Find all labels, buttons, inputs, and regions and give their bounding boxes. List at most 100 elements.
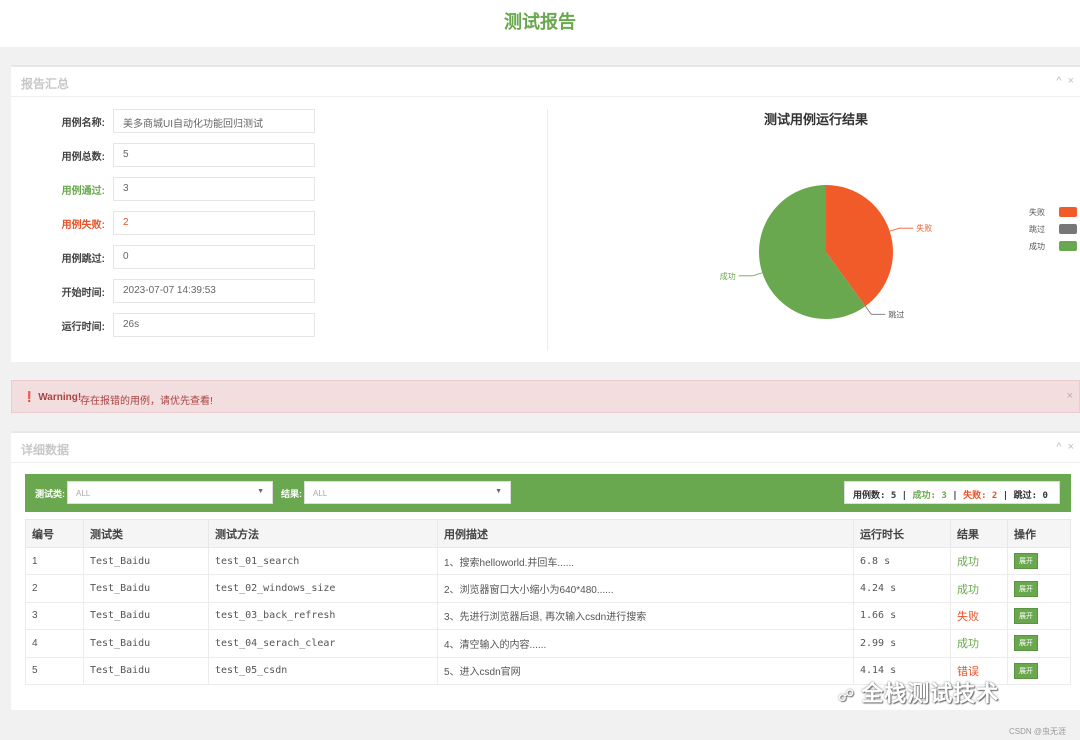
table-row: 1 Test_Baidu test_01_search 1、搜索helloworld.… xyxy=(25,546,1071,576)
cell-action: 展开 xyxy=(1007,656,1071,685)
field-label: 运行时间: xyxy=(61,322,105,333)
cell-action: 展开 xyxy=(1007,546,1071,576)
field-value: 2 xyxy=(113,211,315,235)
field-run-time: 运行时间: 26s xyxy=(11,313,331,337)
legend-item[interactable]: 失败 xyxy=(1029,207,1077,218)
details-panel-title: 详细数据 xyxy=(21,443,70,457)
field-case-skipped: 用例跳过: 0 xyxy=(11,245,331,269)
close-icon[interactable]: × xyxy=(1067,441,1074,453)
close-icon[interactable]: × xyxy=(1067,75,1074,87)
chevron-down-icon: ▼ xyxy=(495,488,502,495)
stats-total: 5 xyxy=(890,491,897,501)
chart-title: 测试用例运行结果 xyxy=(763,112,868,127)
cell-id: 4 xyxy=(25,629,84,658)
page-header: 测试报告 xyxy=(0,0,1080,47)
column-header[interactable]: 用例描述 xyxy=(437,519,854,548)
cell-duration: 1.66 s xyxy=(853,601,951,631)
cell-method: test_01_search xyxy=(208,546,438,576)
watermark-text: 全栈测试技术 xyxy=(861,681,1000,706)
column-header[interactable]: 结果 xyxy=(950,519,1008,548)
column-header[interactable]: 运行时长 xyxy=(853,519,951,548)
column-header[interactable]: 测试方法 xyxy=(208,519,438,548)
column-header[interactable]: 操作 xyxy=(1007,519,1071,548)
legend-label: 失败 xyxy=(1029,208,1045,217)
pie-slice-label: 跳过 xyxy=(888,309,904,319)
field-case-failed: 用例失败: 2 xyxy=(11,211,331,235)
cell-method: test_02_windows_size xyxy=(208,574,438,603)
divider xyxy=(547,109,548,351)
field-case-name: 用例名称: 美多商城UI自动化功能回归测试 xyxy=(11,109,331,133)
field-label: 开始时间: xyxy=(61,288,105,299)
cell-duration: 2.99 s xyxy=(853,629,951,658)
chevron-down-icon: ▼ xyxy=(257,488,264,495)
expand-button[interactable]: 展开 xyxy=(1014,607,1038,624)
field-label: 用例通过: xyxy=(61,186,105,197)
results-table: 编号 测试类 测试方法 用例描述 运行时长 结果 操作 1 Test_Baidu t… xyxy=(25,519,1071,685)
cell-method: test_05_csdn xyxy=(208,656,438,685)
cell-description: 2、浏览器窗口大小缩小为640*480...... xyxy=(437,574,854,603)
warning-text: 存在报错的用例，请优先查看! xyxy=(80,396,213,407)
field-value: 26s xyxy=(113,313,315,337)
column-header[interactable]: 编号 xyxy=(25,519,84,548)
cell-duration: 4.24 s xyxy=(853,574,951,603)
collapse-icon[interactable]: ^ xyxy=(1056,441,1062,453)
cell-result: 成功 xyxy=(950,546,1008,576)
cell-class: Test_Baidu xyxy=(83,546,209,576)
pie-label-line xyxy=(889,227,914,232)
table-row: 2 Test_Baidu test_02_windows_size 2、浏览器窗口大小… xyxy=(25,574,1071,603)
cell-result: 错误 xyxy=(950,656,1008,685)
cell-action: 展开 xyxy=(1007,601,1071,631)
cell-result: 失败 xyxy=(950,601,1008,631)
stats-skip: 0 xyxy=(1042,491,1048,501)
cell-class: Test_Baidu xyxy=(83,574,209,603)
pie-slice-label: 成功 xyxy=(720,271,736,281)
legend-item[interactable]: 跳过 xyxy=(1029,224,1077,235)
field-label: 用例跳过: xyxy=(61,254,105,265)
expand-button[interactable]: 展开 xyxy=(1014,553,1038,570)
cell-id: 3 xyxy=(25,601,84,631)
pie-label-line xyxy=(738,272,763,277)
field-case-total: 用例总数: 5 xyxy=(11,143,331,167)
expand-button[interactable]: 展开 xyxy=(1014,635,1038,652)
warning-alert: ❗ Warning! 存在报错的用例，请优先查看! × xyxy=(11,380,1080,413)
expand-button[interactable]: 展开 xyxy=(1014,662,1038,679)
pie-slice[interactable] xyxy=(759,185,866,319)
expand-button[interactable]: 展开 xyxy=(1014,580,1038,597)
class-filter-value: ALL xyxy=(76,489,91,498)
cell-result: 成功 xyxy=(950,574,1008,603)
stats-fail-label: 失败: xyxy=(963,491,987,501)
warning-label-text: Warning! xyxy=(38,392,82,403)
summary-panel-header: 报告汇总 ^ × xyxy=(11,67,1080,97)
collapse-icon[interactable]: ^ xyxy=(1056,75,1062,87)
field-start-time: 开始时间: 2023-07-07 14:39:53 xyxy=(11,279,331,303)
result-filter-label: 结果: xyxy=(281,489,302,499)
legend-swatch xyxy=(1059,241,1077,251)
stats-fail: 2 xyxy=(991,491,998,501)
field-case-passed: 用例通过: 3 xyxy=(11,177,331,201)
legend-item[interactable]: 成功 xyxy=(1029,241,1077,252)
cell-id: 2 xyxy=(25,574,84,603)
close-icon[interactable]: × xyxy=(1066,390,1073,402)
details-panel-header: 详细数据 ^ × xyxy=(11,433,1080,463)
summary-panel: 报告汇总 ^ × 用例名称: 美多商城UI自动化功能回归测试 用例总数: 5 用例… xyxy=(11,65,1080,362)
class-filter-select[interactable]: ALL ▼ xyxy=(67,481,273,504)
pie-slice[interactable] xyxy=(826,185,893,307)
column-header[interactable]: 测试类 xyxy=(83,519,209,548)
field-label: 用例名称: xyxy=(61,118,105,129)
field-value: 3 xyxy=(113,177,315,201)
cell-method: test_04_serach_clear xyxy=(208,629,438,658)
legend-label: 跳过 xyxy=(1029,225,1045,234)
page-title: 测试报告 xyxy=(504,12,576,32)
stats-total-label: 用例数: xyxy=(853,491,886,501)
cell-description: 1、搜索helloworld.并回车...... xyxy=(437,546,854,576)
wechat-icon: ☍ xyxy=(838,688,856,705)
result-filter-select[interactable]: ALL ▼ xyxy=(304,481,511,504)
stats-success-label: 成功: xyxy=(912,491,936,501)
cell-class: Test_Baidu xyxy=(83,601,209,631)
cell-description: 5、进入csdn官网 xyxy=(437,656,854,685)
table-row: 4 Test_Baidu test_04_serach_clear 4、清空输入的内容… xyxy=(25,629,1071,658)
stats-summary: 用例数: 5 | 成功: 3 | 失败: 2 | 跳过: 0 xyxy=(844,481,1060,504)
class-filter-label: 测试类: xyxy=(35,489,65,499)
